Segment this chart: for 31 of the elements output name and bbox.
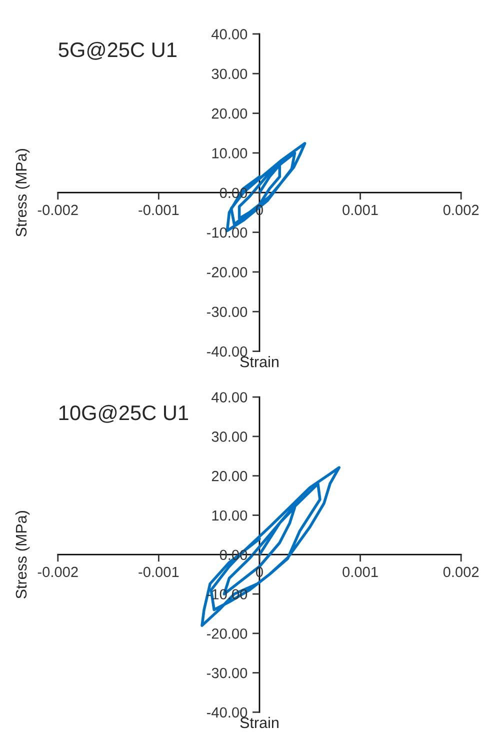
y-tick-label: 20.00 [212,470,248,482]
y-tick-label: -30.00 [206,668,248,678]
x-tick-label: -0.001 [138,566,179,578]
x-tick-label: 0.001 [342,566,378,578]
x-axis-title: Strain [240,716,278,728]
line-series [200,466,340,627]
y-tick-label: -20.00 [206,628,248,639]
x-tick-label: 0.001 [342,204,378,216]
x-tick-label: 0 [256,204,263,216]
chart-title: 5G@25C U1 [58,42,176,60]
y-tick-label: -40.00 [206,346,248,357]
y-tick-label: 40.00 [212,392,248,402]
y-tick-label: -10.00 [206,227,248,238]
y-tick-label: -30.00 [206,306,248,318]
x-tick-label: 0.002 [443,566,479,578]
y-tick-label: 30.00 [212,432,248,442]
y-tick-label: 30.00 [212,68,248,80]
x-tick-label: -0.002 [38,204,78,216]
y-tick-label: 40.00 [212,29,248,40]
x-tick-label: -0.001 [138,204,179,216]
y-axis-title: Stress (MPa) [15,149,30,236]
x-tick-label: -0.002 [38,566,78,578]
x-axis-title: Strain [240,356,278,368]
y-axis-title: Stress (MPa) [15,510,30,598]
y-tick-label: -40.00 [206,707,248,718]
chart-title: 10G@25C U1 [59,404,188,423]
y-tick-label: 10.00 [212,148,248,158]
y-tick-label: 20.00 [212,108,248,119]
x-tick-label: 0.002 [443,204,479,216]
y-tick-label: 10.00 [212,510,248,521]
y-tick-label: -20.00 [206,267,248,278]
